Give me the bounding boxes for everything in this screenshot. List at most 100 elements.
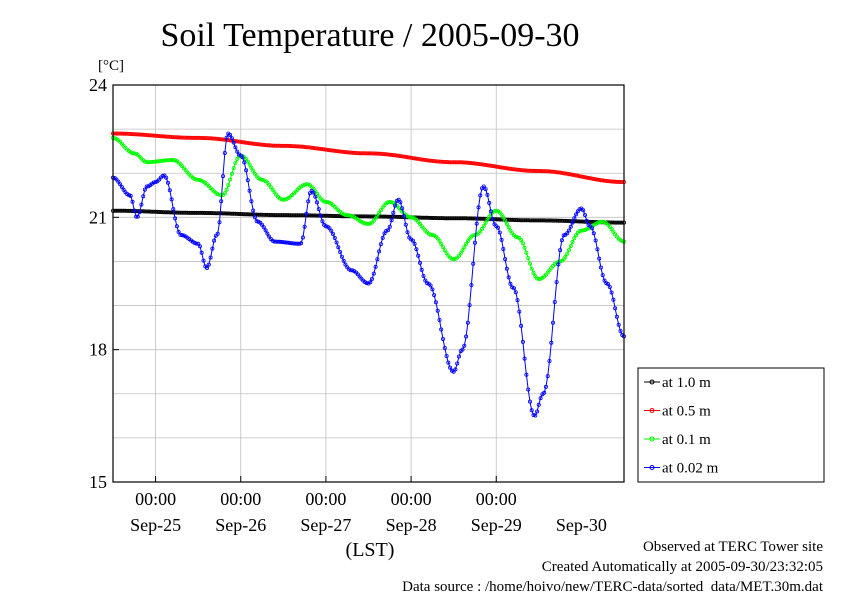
- data-point: [343, 150, 348, 155]
- data-point: [531, 168, 536, 173]
- data-point: [522, 245, 527, 250]
- data-point: [536, 402, 541, 407]
- data-point: [508, 281, 513, 286]
- data-point: [552, 218, 557, 223]
- data-point: [481, 184, 486, 189]
- data-point: [329, 148, 334, 153]
- data-point: [506, 275, 511, 280]
- data-point: [419, 157, 424, 162]
- data-point: [426, 215, 431, 220]
- legend-item: at 0.02 m: [644, 461, 719, 477]
- data-point: [522, 356, 527, 361]
- data-point: [558, 170, 563, 175]
- data-point: [323, 224, 328, 229]
- data-point: [164, 175, 169, 180]
- data-point: [504, 221, 509, 226]
- data-point: [130, 151, 135, 156]
- data-point: [377, 151, 382, 156]
- data-point: [149, 133, 154, 138]
- data-point: [435, 308, 440, 313]
- series-line: [112, 137, 625, 280]
- x-tick-labels: 00:00 00:00 00:00 00:00 00:00 Sep-25 Sep-26 Sep…: [130, 476, 607, 535]
- data-point: [542, 390, 547, 395]
- data-point: [618, 328, 623, 333]
- data-point: [565, 251, 570, 256]
- data-point: [490, 217, 495, 222]
- data-point: [259, 177, 264, 182]
- data-point: [197, 177, 202, 182]
- data-point: [531, 270, 536, 275]
- data-point: [579, 174, 584, 179]
- data-point: [570, 220, 575, 225]
- data-point: [583, 175, 588, 180]
- data-point: [219, 199, 224, 204]
- data-point: [151, 133, 156, 138]
- data-point: [559, 238, 564, 243]
- data-point: [462, 245, 467, 250]
- data-point: [391, 153, 396, 158]
- data-point: [165, 158, 170, 163]
- data-point: [313, 194, 318, 199]
- data-point: [366, 221, 371, 226]
- legend-swatch-marker: [649, 408, 655, 413]
- data-point: [462, 216, 467, 221]
- data-point: [494, 208, 499, 213]
- data-point: [407, 155, 412, 160]
- data-point: [167, 188, 172, 193]
- data-point: [224, 135, 229, 140]
- series-at-0-02-m: [111, 131, 627, 418]
- data-point: [199, 135, 204, 140]
- data-point: [334, 240, 339, 245]
- legend-label: at 0.1 m: [662, 432, 711, 448]
- data-point: [199, 210, 204, 215]
- data-point: [440, 216, 445, 221]
- legend-item: at 0.5 m: [644, 404, 711, 420]
- data-point: [535, 409, 540, 414]
- data-point: [368, 280, 373, 285]
- data-point: [448, 365, 453, 370]
- data-point: [322, 147, 327, 152]
- data-point: [528, 261, 533, 266]
- data-point: [529, 266, 534, 271]
- data-point: [412, 241, 417, 246]
- data-point: [329, 213, 334, 218]
- legend-label: at 1.0 m: [662, 375, 711, 391]
- data-point: [517, 167, 522, 172]
- data-point: [499, 237, 504, 242]
- footer-source: Data source : /home/hoivo/new/TERC-data/…: [402, 579, 824, 595]
- legend: at 1.0 m at 0.5 m at 0.1 m at 0.02 m: [637, 367, 825, 483]
- data-point: [364, 214, 369, 219]
- data-point: [164, 158, 169, 163]
- data-point: [158, 134, 163, 139]
- data-point: [405, 155, 410, 160]
- data-point: [467, 303, 472, 308]
- data-point: [247, 162, 252, 167]
- data-point: [235, 211, 240, 216]
- data-point: [531, 412, 536, 417]
- legend-label: at 0.02 m: [662, 461, 719, 477]
- data-point: [233, 211, 238, 216]
- footer-site: Observed at TERC Tower site: [643, 539, 823, 555]
- data-point: [488, 163, 493, 168]
- data-point: [590, 176, 595, 181]
- data-point: [403, 222, 408, 227]
- data-point: [304, 211, 309, 216]
- data-point: [259, 222, 264, 227]
- data-point: [322, 199, 327, 204]
- data-point: [302, 224, 307, 229]
- data-point: [510, 217, 515, 222]
- data-point: [123, 208, 128, 213]
- data-point: [153, 179, 158, 184]
- data-point: [240, 155, 245, 160]
- data-point: [483, 162, 488, 167]
- data-point: [245, 212, 250, 217]
- data-point: [142, 159, 147, 164]
- data-point: [600, 219, 605, 224]
- data-point: [483, 187, 488, 192]
- data-point: [114, 131, 119, 136]
- data-point: [401, 214, 406, 219]
- data-point: [602, 278, 607, 283]
- data-point: [488, 209, 493, 214]
- data-point: [456, 253, 461, 258]
- data-point: [551, 169, 556, 174]
